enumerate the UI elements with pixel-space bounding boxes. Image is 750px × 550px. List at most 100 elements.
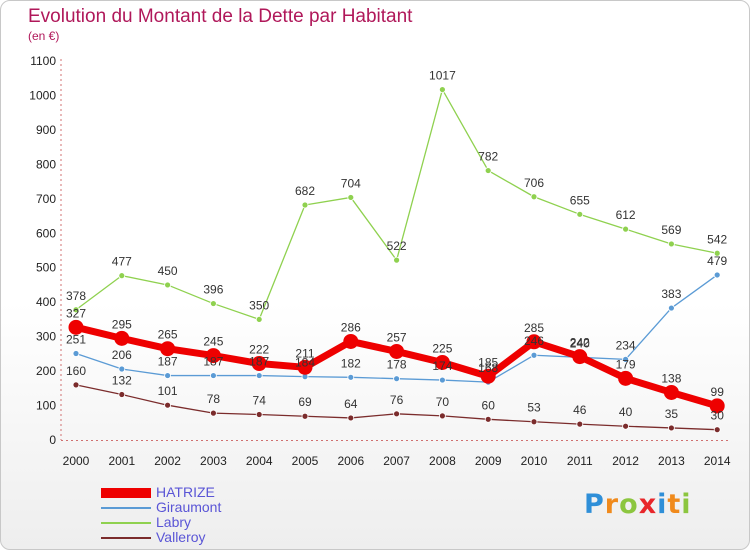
logo-letter: x [638, 489, 658, 520]
data-point-labry [622, 225, 629, 233]
data-point-valleroy [72, 381, 80, 389]
data-label-hatrize: 211 [295, 346, 314, 360]
data-label-labry: 450 [158, 264, 178, 278]
logo-letter: o [619, 489, 639, 520]
chart-subtitle: (en €) [28, 29, 60, 43]
y-tick-label: 300 [36, 330, 56, 344]
data-point-valleroy [255, 411, 263, 418]
data-point-labry [484, 167, 492, 174]
data-point-giraumont [72, 350, 80, 357]
y-tick-label: 200 [36, 364, 56, 378]
logo-letter: r [604, 489, 620, 520]
data-point-valleroy [622, 422, 629, 430]
data-point-giraumont [255, 372, 263, 379]
data-point-labry [713, 249, 721, 257]
x-tick-label: 2000 [63, 454, 90, 468]
data-point-giraumont [622, 355, 629, 363]
y-tick-label: 1000 [29, 88, 56, 102]
data-label-hatrize: 185 [478, 355, 498, 369]
data-label-giraumont: 187 [203, 355, 223, 369]
y-tick-label: 1100 [30, 54, 56, 68]
data-label-hatrize: 327 [66, 306, 86, 320]
data-label-giraumont: 187 [158, 355, 178, 369]
proxiti-logo: Proxiti [584, 489, 692, 520]
data-label-giraumont: 251 [66, 333, 86, 347]
x-tick-label: 2009 [475, 454, 502, 468]
data-label-valleroy: 60 [482, 398, 496, 412]
legend-swatch [101, 536, 151, 539]
data-label-valleroy: 101 [158, 384, 178, 398]
data-label-giraumont: 383 [661, 287, 681, 301]
data-point-valleroy [301, 412, 309, 420]
data-point-hatrize [526, 334, 542, 350]
axes: 0 100 200 300 400 500 600 700 800 900 1000 1100 2000… [29, 54, 731, 468]
data-label-valleroy: 40 [619, 405, 633, 419]
logo-letter: i [681, 489, 692, 520]
data-label-valleroy: 69 [298, 395, 312, 409]
data-point-labry [668, 240, 675, 248]
data-point-hatrize [297, 359, 313, 375]
data-label-hatrize: 285 [524, 321, 544, 335]
data-label-hatrize: 286 [341, 320, 361, 334]
data-label-hatrize: 179 [616, 357, 636, 371]
y-tick-label: 800 [36, 157, 56, 171]
x-tick-label: 2004 [246, 454, 273, 468]
data-point-hatrize [434, 354, 450, 370]
data-label-labry: 706 [524, 176, 544, 190]
data-label-valleroy: 78 [207, 392, 221, 406]
data-label-labry: 522 [387, 239, 407, 253]
y-tick-label: 100 [36, 399, 56, 413]
data-label-giraumont: 240 [570, 336, 590, 350]
data-point-labry [118, 272, 126, 280]
data-label-labry: 612 [616, 208, 636, 222]
data-label-valleroy: 64 [344, 397, 358, 411]
data-point-giraumont [438, 376, 446, 384]
data-label-valleroy: 46 [573, 403, 587, 417]
data-point-labry [347, 194, 355, 201]
legend-swatch [101, 506, 151, 509]
data-point-hatrize [251, 356, 267, 372]
data-label-hatrize: 225 [432, 341, 452, 355]
data-point-giraumont [713, 271, 721, 279]
data-point-hatrize [160, 341, 176, 357]
data-point-valleroy [438, 412, 446, 420]
data-point-hatrize [343, 333, 359, 349]
data-point-giraumont [347, 373, 355, 381]
legend-item-valleroy: Valleroy [101, 530, 221, 545]
data-label-labry: 569 [661, 223, 681, 237]
x-tick-label: 2002 [154, 454, 181, 468]
data-point-labry [438, 86, 446, 93]
y-tick-label: 400 [36, 295, 56, 309]
data-point-valleroy [209, 409, 217, 417]
series-layer [68, 86, 725, 434]
data-point-giraumont [209, 372, 217, 379]
y-tick-label: 500 [36, 261, 56, 275]
data-label-labry: 396 [203, 283, 223, 297]
data-point-labry [530, 193, 538, 201]
data-label-labry: 682 [295, 184, 315, 198]
data-label-giraumont: 182 [341, 356, 361, 370]
data-label-giraumont: 187 [249, 355, 269, 369]
data-label-giraumont: 206 [112, 348, 132, 362]
data-point-labry [164, 281, 172, 289]
data-label-hatrize: 242 [570, 336, 590, 350]
data-point-valleroy [393, 410, 401, 418]
data-label-labry: 378 [66, 289, 86, 303]
data-label-labry: 350 [249, 298, 269, 312]
data-label-valleroy: 76 [390, 393, 404, 407]
y-tick-label: 700 [36, 192, 56, 206]
legend-item-labry: Labry [101, 515, 221, 530]
x-tick-label: 2005 [292, 454, 319, 468]
data-point-hatrize [709, 398, 725, 414]
data-label-valleroy: 70 [436, 395, 450, 409]
data-label-labry: 704 [341, 176, 361, 190]
data-point-labry [576, 210, 584, 218]
data-label-labry: 1017 [429, 69, 456, 83]
data-label-giraumont: 246 [524, 334, 544, 348]
data-point-valleroy [530, 418, 538, 426]
logo-letter: t [667, 489, 682, 520]
y-tick-label: 0 [49, 433, 56, 447]
data-point-valleroy [164, 401, 172, 409]
